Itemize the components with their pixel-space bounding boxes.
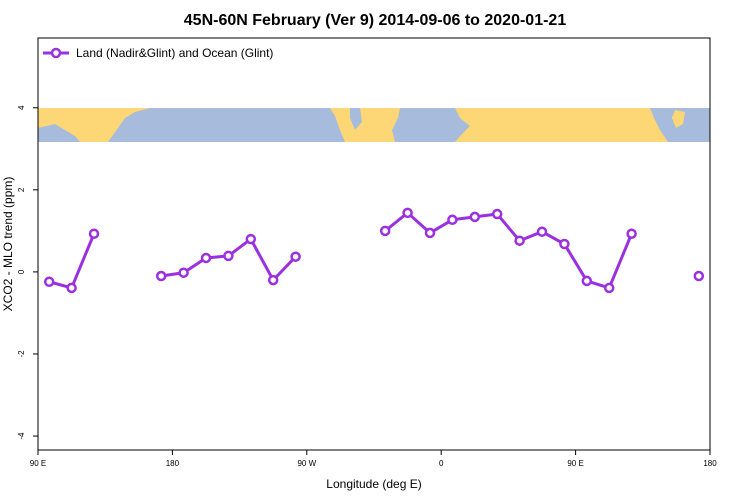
map-land <box>672 110 685 128</box>
y-tick-label: -4 <box>17 432 26 440</box>
data-point <box>447 214 458 226</box>
y-axis-label: XCO2 - MLO trend (ppm) <box>1 177 15 312</box>
map-ocean <box>108 108 345 142</box>
data-point <box>245 233 257 245</box>
data-point <box>626 228 637 239</box>
data-point <box>290 251 301 262</box>
data-point <box>155 270 167 282</box>
data-point <box>693 270 705 282</box>
data-point <box>267 274 279 286</box>
map-ocean <box>392 108 470 142</box>
y-tick-label: -2 <box>17 350 26 358</box>
data-line <box>49 213 699 288</box>
data-point <box>66 282 77 294</box>
data-point <box>200 252 212 264</box>
legend-marker <box>50 47 62 59</box>
data-point <box>514 235 525 246</box>
data-point <box>88 228 100 239</box>
map-ocean <box>350 108 362 130</box>
data-point <box>223 250 234 262</box>
data-point <box>559 238 570 250</box>
legend-label: Land (Nadir&Glint) and Ocean (Glint) <box>76 46 273 60</box>
x-tick-label: 90 E <box>567 459 583 468</box>
data-point <box>178 267 189 278</box>
y-tick-label: 4 <box>17 105 26 110</box>
plot-frame <box>37 37 711 451</box>
x-tick-label: 0 <box>439 459 444 468</box>
data-point <box>424 227 436 239</box>
data-point <box>491 208 503 220</box>
x-tick-label: 180 <box>703 459 717 468</box>
map-ocean <box>38 124 80 142</box>
x-tick-label: 90 W <box>297 459 316 468</box>
data-point <box>469 211 481 223</box>
x-tick-label: 90 E <box>30 459 46 468</box>
y-tick-label: 2 <box>17 187 26 192</box>
x-tick-label: 180 <box>166 459 180 468</box>
y-tick-label: 0 <box>17 269 26 274</box>
data-point <box>603 282 615 294</box>
data-point <box>379 225 391 237</box>
data-point <box>43 276 55 288</box>
data-point <box>536 226 548 237</box>
chart-title: 45N-60N February (Ver 9) 2014-09-06 to 2… <box>184 12 567 29</box>
x-axis-label: Longitude (deg E) <box>326 477 421 491</box>
map-band <box>38 108 710 142</box>
data-point <box>402 207 413 219</box>
data-point <box>581 275 593 287</box>
